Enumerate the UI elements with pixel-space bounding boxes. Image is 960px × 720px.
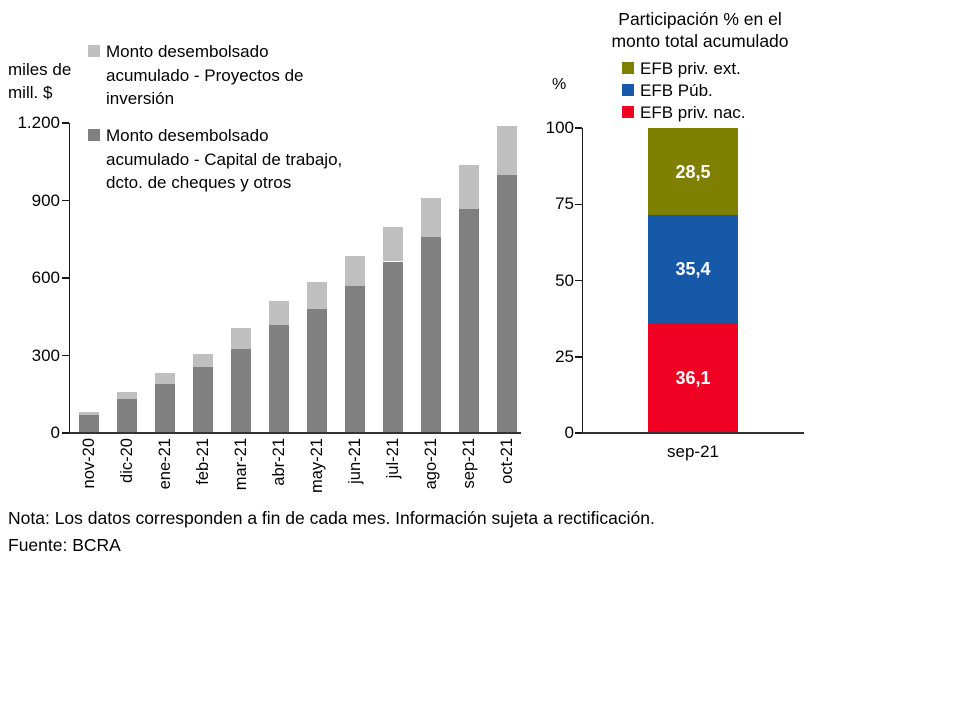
left-x-label-abr-21: abr-21 — [270, 438, 288, 486]
left-x-label-mar-21: mar-21 — [232, 438, 250, 491]
right-y-tickmark — [575, 432, 582, 434]
legend-swatch-efb-priv-ext-icon — [622, 62, 634, 74]
right-bar-value-label-s2: 28,5 — [675, 161, 711, 182]
left-bar-segment-jul-21-s1 — [383, 227, 403, 262]
legend-swatch-proyectos-icon — [88, 45, 100, 57]
left-bar-segment-jul-21-s0 — [383, 261, 403, 433]
left-x-label-ene-21: ene-21 — [156, 438, 174, 490]
left-bar-segment-dic-20-s1 — [117, 391, 137, 399]
left-bar-segment-jun-21-s0 — [345, 285, 365, 433]
right-y-tick-label-75: 75 — [555, 194, 574, 214]
left-bar-segment-ene-21-s1 — [155, 372, 175, 384]
note-line1: Nota: Los datos corresponden a fin de ca… — [8, 508, 655, 528]
left-legend-label-capital: Monto desembolsado acumulado - Capital d… — [106, 126, 343, 192]
legend-swatch-capital-icon — [88, 129, 100, 141]
left-bar-segment-oct-21-s1 — [497, 126, 517, 176]
left-bar-segment-sep-21-s0 — [459, 208, 479, 433]
left-x-label-nov-20: nov-20 — [80, 438, 98, 489]
left-y-axis-unit-label: miles de mill. $ — [8, 60, 72, 102]
left-bar-segment-ene-21-s0 — [155, 383, 175, 433]
left-bar-segment-abr-21-s1 — [269, 301, 289, 325]
left-bar-segment-sep-21-s1 — [459, 164, 479, 209]
left-x-label-jul-21: jul-21 — [384, 438, 402, 479]
right-x-axis-line — [581, 431, 804, 434]
right-y-axis-line — [581, 128, 583, 433]
right-y-tickmark — [575, 127, 582, 129]
right-bar-segment-s1 — [648, 214, 738, 323]
right-legend-item-efb-priv-nac: EFB priv. nac. — [622, 102, 746, 124]
right-y-tick-label-100: 100 — [545, 118, 574, 137]
left-bar-segment-feb-21-s1 — [193, 354, 213, 367]
left-bar-segment-may-21-s0 — [307, 308, 327, 433]
figure-note: Nota: Los datos corresponden a fin de ca… — [8, 505, 938, 558]
left-bar-segment-mar-21-s0 — [231, 348, 251, 433]
right-legend-item-efb-pub: EFB Púb. — [622, 80, 713, 102]
right-y-tick-label-25: 25 — [555, 346, 574, 366]
left-x-label-jun-21: jun-21 — [346, 438, 364, 484]
note-line2: Fuente: BCRA — [8, 534, 121, 555]
right-y-axis-unit-label: % — [552, 76, 567, 93]
left-y-tickmark — [62, 432, 69, 434]
left-bar-segment-may-21-s1 — [307, 281, 327, 309]
right-bar-value-label-s1: 35,4 — [675, 258, 711, 279]
left-x-label-ago-21: ago-21 — [422, 438, 440, 490]
left-legend-item-proyectos: Monto desembolsado acumulado - Proyectos… — [88, 40, 338, 111]
left-bar-segment-abr-21-s0 — [269, 324, 289, 433]
right-y-tick-label-0: 0 — [564, 423, 574, 442]
left-legend-item-capital: Monto desembolsado acumulado - Capital d… — [88, 124, 368, 195]
left-x-axis-line — [68, 431, 521, 434]
left-y-tick-label-1.200: 1.200 — [17, 113, 60, 132]
left-bar-segment-nov-20-s1 — [79, 411, 99, 415]
left-bar-segment-ago-21-s0 — [421, 237, 441, 433]
right-bar-value-label-s0: 36,1 — [675, 367, 711, 388]
right-legend-item-efb-priv-ext: EFB priv. ext. — [622, 58, 741, 80]
left-y-tickmark — [62, 122, 69, 124]
right-legend-label-efb-pub: EFB Púb. — [640, 81, 713, 100]
left-bar-segment-mar-21-s1 — [231, 328, 251, 349]
left-y-tickmark — [62, 277, 69, 279]
left-x-label-may-21: may-21 — [308, 438, 326, 494]
right-y-tick-label-50: 50 — [555, 270, 574, 290]
left-bar-segment-jun-21-s1 — [345, 255, 365, 286]
right-chart-title: Participación % en el monto total acumul… — [611, 9, 789, 51]
left-y-tickmark — [62, 199, 69, 202]
left-x-label-feb-21: feb-21 — [194, 438, 212, 485]
left-y-tick-label-0: 0 — [50, 423, 60, 442]
right-chart-plot-area: 36,1 35,4 28,5 — [583, 128, 803, 433]
legend-swatch-efb-pub-icon — [622, 84, 634, 96]
left-x-label-oct-21: oct-21 — [498, 438, 516, 484]
left-bar-segment-dic-20-s0 — [117, 398, 137, 433]
right-y-tickmark — [575, 356, 582, 358]
left-y-tickmark — [62, 354, 69, 357]
left-y-tick-label-900: 900 — [31, 190, 60, 210]
left-y-tick-label-300: 300 — [31, 345, 60, 365]
left-bar-segment-ago-21-s1 — [421, 198, 441, 238]
left-bar-segment-feb-21-s0 — [193, 366, 213, 433]
left-legend-label-proyectos: Monto desembolsado acumulado - Proyectos… — [106, 42, 304, 108]
right-legend-label-efb-priv-ext: EFB priv. ext. — [640, 59, 741, 78]
legend-swatch-efb-priv-nac-icon — [622, 106, 634, 118]
left-x-label-sep-21: sep-21 — [460, 438, 478, 489]
right-x-axis-label: sep-21 — [667, 442, 719, 461]
right-legend-label-efb-priv-nac: EFB priv. nac. — [640, 103, 746, 122]
left-bar-segment-oct-21-s0 — [497, 175, 517, 433]
left-chart-plot-area — [70, 123, 520, 433]
left-y-axis-line — [68, 123, 70, 433]
left-x-label-dic-20: dic-20 — [118, 438, 136, 483]
right-y-tickmark — [575, 279, 582, 282]
right-y-tickmark — [575, 203, 582, 205]
left-bar-segment-nov-20-s0 — [79, 414, 99, 433]
right-bar-segment-s2 — [648, 128, 738, 215]
left-y-tick-label-600: 600 — [31, 268, 60, 287]
right-bar-segment-s0 — [648, 322, 738, 433]
